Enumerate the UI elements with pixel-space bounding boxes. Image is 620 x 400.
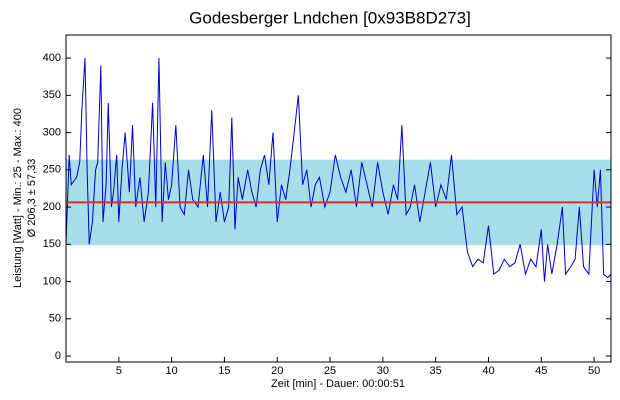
chart-title: Godesberger Lndchen [0x93B8D273] bbox=[189, 8, 471, 27]
x-tick-label: 10 bbox=[165, 365, 177, 377]
x-tick-label: 30 bbox=[377, 365, 389, 377]
y-tick-label: 250 bbox=[43, 164, 61, 176]
x-tick-label: 35 bbox=[430, 365, 442, 377]
x-tick-label: 5 bbox=[116, 365, 122, 377]
y-tick-label: 200 bbox=[43, 201, 61, 213]
y-tick-label: 150 bbox=[43, 238, 61, 250]
x-tick-label: 25 bbox=[324, 365, 336, 377]
x-tick-label: 50 bbox=[588, 365, 600, 377]
power-line bbox=[65, 58, 612, 282]
plot-frame bbox=[65, 34, 612, 363]
y-tick-label: 0 bbox=[55, 350, 61, 362]
y-axis-label: Leistung [Watt] - Min.: 25 - Max.: 400 bbox=[12, 108, 24, 288]
x-tick-label: 15 bbox=[218, 365, 230, 377]
x-axis-label: Zeit [min] - Dauer: 00:00:51 bbox=[271, 378, 405, 390]
y-tick-label: 50 bbox=[49, 313, 61, 325]
x-tick-label: 20 bbox=[271, 365, 283, 377]
x-tick-label: 45 bbox=[535, 365, 547, 377]
y-tick-label: 300 bbox=[43, 126, 61, 138]
x-tick-label: 40 bbox=[482, 365, 494, 377]
y-tick-label: 400 bbox=[43, 52, 61, 64]
y-axis-label-stats: Ø 206,3 ± 57,33 bbox=[26, 159, 38, 238]
y-tick-label: 100 bbox=[43, 275, 61, 287]
y-tick-label: 350 bbox=[43, 89, 61, 101]
